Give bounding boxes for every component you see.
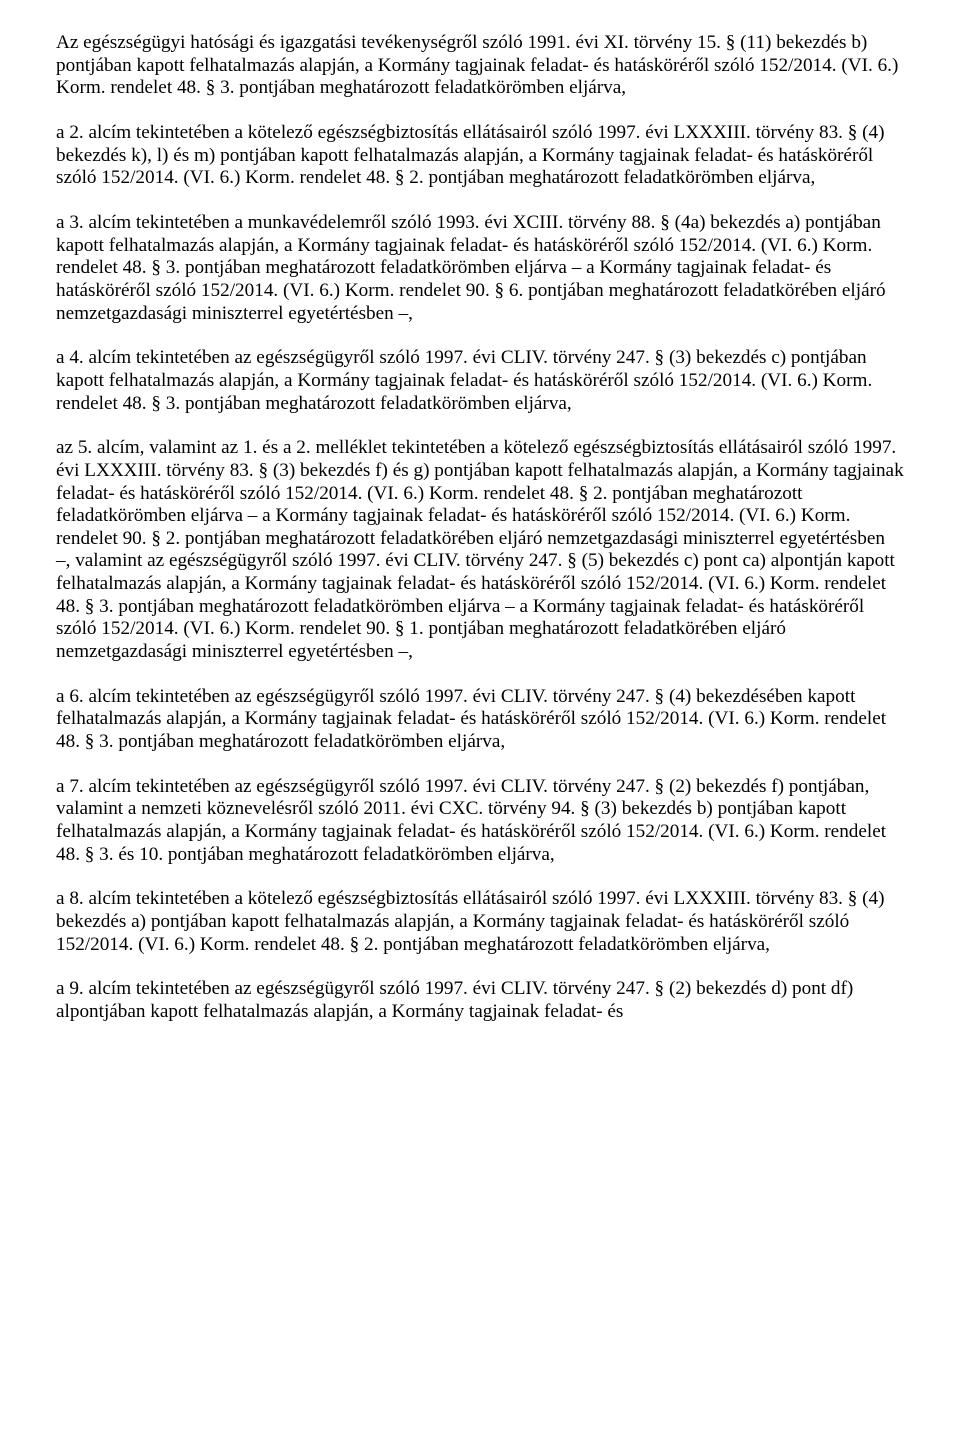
paragraph: a 2. alcím tekintetében a kötelező egész… — [56, 122, 904, 190]
document-page: Az egészségügyi hatósági és igazgatási t… — [0, 0, 960, 1454]
paragraph: a 4. alcím tekintetében az egészségügyrő… — [56, 347, 904, 415]
paragraph: a 7. alcím tekintetében az egészségügyrő… — [56, 776, 904, 867]
paragraph: az 5. alcím, valamint az 1. és a 2. mell… — [56, 437, 904, 664]
paragraph: a 9. alcím tekintetében az egészségügyrő… — [56, 978, 904, 1023]
paragraph: a 3. alcím tekintetében a munkavédelemrő… — [56, 212, 904, 325]
paragraph: a 8. alcím tekintetében a kötelező egész… — [56, 888, 904, 956]
paragraph: a 6. alcím tekintetében az egészségügyrő… — [56, 686, 904, 754]
paragraph: Az egészségügyi hatósági és igazgatási t… — [56, 32, 904, 100]
